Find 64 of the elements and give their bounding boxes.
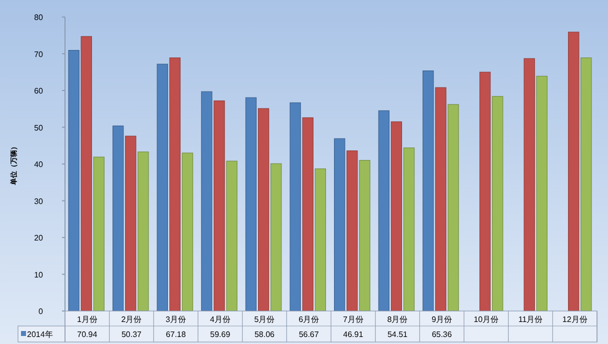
bar xyxy=(68,50,80,312)
bar xyxy=(479,72,491,312)
bar xyxy=(524,58,535,312)
x-tick-label: 10月份 xyxy=(474,315,499,324)
bar xyxy=(270,163,282,312)
bar xyxy=(448,104,459,312)
bar xyxy=(80,36,92,312)
bar xyxy=(112,126,124,312)
x-tick-label: 11月份 xyxy=(518,315,543,324)
data-label: 59.69 xyxy=(210,330,231,339)
legend-label: 2014年 xyxy=(27,330,53,339)
bar xyxy=(314,168,326,312)
bar xyxy=(435,87,446,312)
bar xyxy=(580,57,592,312)
bar xyxy=(156,64,168,312)
data-label: 65.36 xyxy=(432,330,452,339)
bar xyxy=(182,152,194,312)
bar xyxy=(302,117,314,312)
x-tick-label: 7月份 xyxy=(342,315,364,324)
bar xyxy=(245,97,257,312)
x-tick-label: 12月份 xyxy=(562,315,588,324)
bar xyxy=(378,110,390,312)
bar xyxy=(359,160,370,312)
x-tick-label: 6月份 xyxy=(298,315,320,324)
bar xyxy=(125,136,136,312)
bar xyxy=(290,102,301,312)
y-tick-label: 80 xyxy=(34,13,44,22)
x-tick-label: 2月份 xyxy=(121,315,142,324)
bar xyxy=(568,32,580,312)
bar xyxy=(226,160,238,312)
x-tick-label: 5月份 xyxy=(254,315,275,324)
bar xyxy=(422,70,434,312)
y-tick-label: 20 xyxy=(34,234,44,242)
y-tick-label: 50 xyxy=(34,123,44,132)
x-tick-label: 9月份 xyxy=(432,315,452,324)
y-tick-label: 60 xyxy=(34,86,44,96)
bar xyxy=(169,57,181,312)
bar xyxy=(403,148,415,312)
y-tick-label: 40 xyxy=(34,160,44,169)
bar xyxy=(390,121,402,312)
bar xyxy=(201,91,212,312)
data-label: 54.51 xyxy=(387,330,408,339)
x-tick-label: 4月份 xyxy=(210,315,230,324)
bar xyxy=(138,152,149,312)
y-tick-label: 10 xyxy=(34,270,44,280)
data-label: 50.37 xyxy=(121,330,142,339)
bar xyxy=(258,108,270,312)
bar xyxy=(93,156,104,312)
bar xyxy=(492,96,504,312)
data-label: 56.67 xyxy=(298,330,320,339)
x-tick-label: 3月份 xyxy=(166,315,186,324)
x-tick-label: 8月份 xyxy=(387,315,408,324)
data-label: 58.06 xyxy=(254,330,276,339)
y-tick-label: 30 xyxy=(34,196,44,206)
bar xyxy=(214,100,225,312)
y-tick-label: 0 xyxy=(38,307,44,316)
x-tick-label: 1月份 xyxy=(76,315,98,324)
data-label: 67.18 xyxy=(166,330,186,339)
bar xyxy=(536,76,548,312)
data-label: 46.91 xyxy=(343,330,364,339)
y-tick-label: 70 xyxy=(34,50,44,59)
data-label: 70.94 xyxy=(77,330,98,339)
bar xyxy=(346,150,358,312)
bar xyxy=(334,138,346,312)
